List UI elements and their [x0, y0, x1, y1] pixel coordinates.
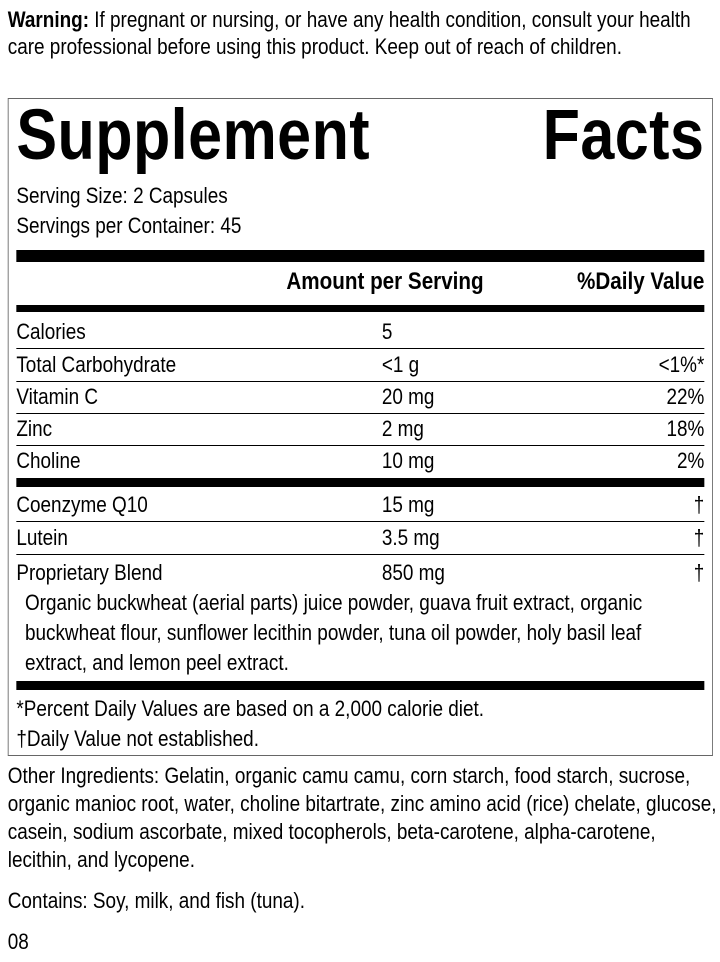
footnote-daily-values: *Percent Daily Values are based on a 2,0…: [16, 696, 485, 721]
nutrient-dv: †: [693, 492, 705, 517]
nutrient-row: Choline 10 mg 2%: [16, 445, 704, 477]
nutrient-amount: 15 mg: [381, 492, 435, 517]
nutrient-amount: <1 g: [381, 352, 420, 377]
medium-divider: [16, 681, 705, 690]
nutrient-name: Proprietary Blend: [16, 560, 163, 585]
warning-label: Warning:: [7, 7, 90, 32]
nutrient-amount: 10 mg: [381, 448, 435, 473]
medium-divider: [16, 478, 705, 487]
nutrient-row: Coenzyme Q10 15 mg †: [16, 489, 704, 522]
nutrient-amount: 5: [381, 319, 393, 344]
supplement-facts-panel: Supplement Facts Serving Size: 2 Capsule…: [7, 96, 713, 756]
nutrient-name: Zinc: [16, 416, 53, 441]
nutrient-dv: †: [693, 560, 705, 585]
nutrient-name: Coenzyme Q10: [16, 492, 148, 517]
nutrient-amount: 20 mg: [381, 384, 435, 409]
nutrient-dv: 2%: [676, 448, 705, 473]
nutrient-name: Vitamin C: [16, 384, 99, 409]
nutrient-row: Vitamin C 20 mg 22%: [16, 381, 704, 414]
nutrient-amount: 850 mg: [381, 560, 445, 585]
nutrient-name: Calories: [16, 319, 86, 344]
title-word-2: Facts: [542, 96, 705, 175]
nutrient-name: Lutein: [16, 525, 68, 550]
nutrient-dv: <1%*: [658, 352, 705, 377]
servings-per-container: Servings per Container: 45: [16, 213, 242, 238]
title-word-1: Supplement: [16, 96, 371, 175]
nutrient-row: Total Carbohydrate <1 g <1%*: [16, 349, 704, 382]
header-daily-value: %Daily Value: [576, 268, 705, 295]
column-header: Amount per Serving %Daily Value: [16, 267, 704, 297]
warning-body: If pregnant or nursing, or have any heal…: [7, 7, 691, 59]
other-ingredients: Other Ingredients: Gelatin, organic camu…: [7, 763, 717, 872]
allergen-statement: Contains: Soy, milk, and fish (tuna).: [7, 888, 305, 913]
blend-description: Organic buckwheat (aerial parts) juice p…: [24, 590, 643, 675]
nutrient-row: Proprietary Blend 850 mg †: [16, 557, 704, 589]
medium-divider: [16, 305, 705, 312]
nutrient-name: Total Carbohydrate: [16, 352, 177, 377]
nutrient-dv: 18%: [666, 416, 705, 441]
nutrient-row: Zinc 2 mg 18%: [16, 413, 704, 446]
nutrient-name: Choline: [16, 448, 81, 473]
nutrient-row: Calories 5: [16, 316, 705, 349]
panel-title: Supplement Facts: [16, 96, 705, 175]
serving-size: Serving Size: 2 Capsules: [16, 183, 228, 208]
thick-divider: [16, 250, 705, 262]
nutrient-dv: 22%: [666, 384, 705, 409]
warning-text: Warning: If pregnant or nursing, or have…: [8, 6, 713, 60]
header-amount: Amount per Serving: [286, 268, 484, 295]
nutrient-row: Lutein 3.5 mg †: [16, 522, 704, 555]
nutrient-amount: 3.5 mg: [381, 525, 440, 550]
nutrient-amount: 2 mg: [381, 416, 424, 441]
product-code: 08: [7, 929, 29, 954]
footnote-not-established: †Daily Value not established.: [16, 726, 259, 751]
nutrient-dv: †: [693, 525, 705, 550]
